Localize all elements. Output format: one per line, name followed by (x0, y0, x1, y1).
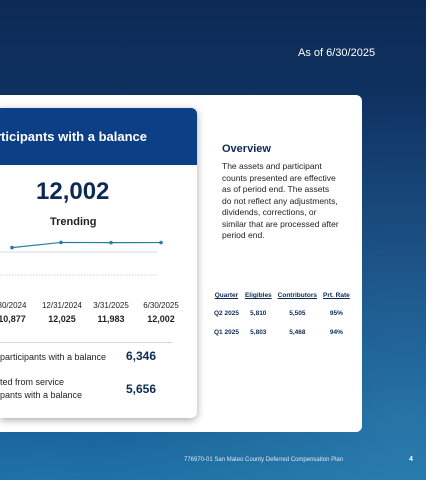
participants-card: rticipants with a balance (0, 108, 197, 418)
trend-point-1 (10, 245, 14, 250)
trend-date-4: 6/30/2025 (143, 301, 179, 310)
stat1-label: participants with a balance (0, 352, 107, 362)
cell-prt-rate: 94% (329, 329, 343, 336)
stat1-value: 6,346 (126, 349, 157, 363)
trend-point-3 (109, 240, 113, 245)
trend-value-2: 12,025 (48, 314, 76, 324)
cell-contributors: 5,468 (289, 329, 306, 336)
cell-prt-rate: 95% (329, 310, 343, 317)
overview-title: Overview (222, 143, 271, 155)
trend-point-4 (159, 240, 163, 245)
col-header-prt-rate: Prt. Rate (323, 292, 350, 299)
trend-point-2 (59, 240, 63, 245)
participants-current-value: 12,002 (36, 178, 110, 205)
page-number: 4 (409, 456, 413, 463)
trend-value-4: 12,002 (147, 314, 175, 324)
trend-dates: 30/2024 10,877 12/31/2024 12,025 3/31/20… (0, 301, 197, 331)
table-row: Q2 2025 5,810 5,505 95% (211, 301, 353, 320)
overview-text: The assets and participant counts presen… (222, 161, 339, 240)
trend-chart (0, 240, 163, 276)
trend-date-2: 12/31/2024 (41, 301, 83, 310)
trend-line (11, 241, 162, 249)
cell-quarter: Q2 2025 (214, 310, 239, 317)
trend-date-1: 30/2024 (0, 301, 27, 310)
trend-value-1: 10,877 (0, 314, 26, 324)
stat2-label-line2: pants with a balance (0, 390, 83, 400)
quarter-table: Quarter Eligibles Contributors Prt. Rate… (211, 290, 353, 339)
trending-label: Trending (50, 216, 97, 228)
cell-quarter: Q1 2025 (214, 329, 239, 336)
trend-col-2: 12/31/2024 12,025 (37, 301, 87, 324)
trend-col-4: 6/30/2025 12,002 (136, 301, 186, 324)
col-header-quarter: Quarter (214, 292, 239, 299)
col-header-contributors: Contributors (277, 292, 318, 299)
stat2-label: ted from service pants with a balance (0, 376, 82, 402)
quarter-table-header: Quarter Eligibles Contributors Prt. Rate (211, 290, 353, 301)
trend-col-1: 30/2024 10,877 (0, 301, 34, 324)
cell-contributors: 5,505 (289, 310, 306, 317)
footer-text: 776970-01 San Mateo County Deferred Comp… (184, 457, 344, 463)
trend-date-3: 3/31/2025 (93, 301, 129, 310)
trend-col-3: 3/31/2025 11,983 (86, 301, 136, 324)
cell-eligibles: 5,803 (250, 329, 267, 336)
cell-eligibles: 5,810 (250, 310, 267, 317)
participants-card-title: rticipants with a balance (0, 108, 197, 165)
col-header-eligibles: Eligibles (244, 292, 272, 299)
trend-value-3: 11,983 (97, 314, 125, 324)
table-row: Q1 2025 5,803 5,468 94% (211, 320, 353, 339)
divider (0, 342, 172, 343)
stat2-value: 5,656 (126, 382, 157, 396)
stat2-label-line1: ted from service (0, 377, 65, 387)
as-of-date: As of 6/30/2025 (298, 47, 376, 59)
